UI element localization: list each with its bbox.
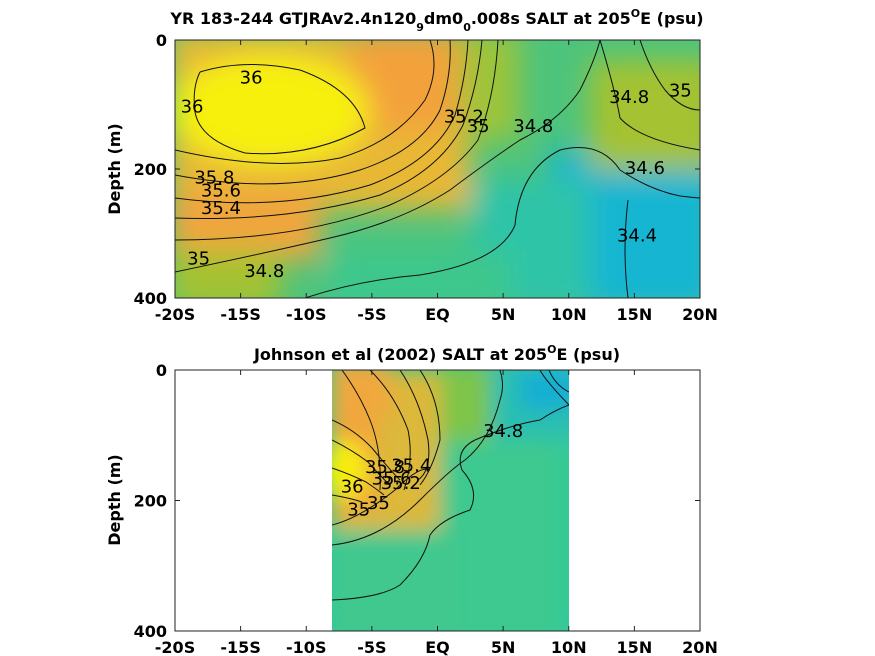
x-tick-label: -20S — [155, 305, 195, 324]
x-tick-label: 20N — [682, 638, 718, 656]
contour-label: 34.6 — [625, 158, 665, 179]
x-tick-label: 10N — [551, 638, 587, 656]
panel1-title: YR 183-244 GTJRAv2.4n1209dm00.008s SALT … — [169, 7, 703, 34]
panel2-y-ticks: 0 200 400 — [134, 361, 700, 641]
contour-label: 34.8 — [483, 421, 523, 442]
contour-label: 35 — [347, 499, 370, 520]
x-tick-label: -15S — [220, 638, 260, 656]
x-tick-label: 15N — [617, 638, 653, 656]
x-tick-label: 20N — [682, 305, 718, 324]
panel2-x-ticks: -20S -15S -10S -5S EQ 5N 10N 15N 20N — [155, 370, 718, 656]
contour-label: 35 — [669, 81, 692, 102]
x-tick-label: -5S — [357, 638, 386, 656]
contour-label: 36 — [341, 476, 364, 497]
panel1-y-ticks: 0 200 400 — [134, 31, 700, 308]
y-tick-label: 200 — [134, 160, 167, 179]
contour-label: 35 — [187, 248, 210, 269]
panel2-salinity-field — [332, 370, 569, 631]
panel2-title: Johnson et al (2002) SALT at 205OE (psu) — [253, 343, 620, 364]
contour-label: 35 — [367, 493, 390, 514]
panel-model: YR 183-244 GTJRAv2.4n1209dm00.008s SALT … — [105, 7, 718, 324]
panel1-y-axis-label: Depth (m) — [105, 123, 124, 215]
x-tick-label: -10S — [286, 305, 326, 324]
x-tick-label: EQ — [425, 305, 450, 324]
contour-label: 35 — [467, 116, 490, 137]
contour-label: 35.2 — [444, 106, 484, 127]
contour-label: 35.4 — [391, 456, 431, 477]
contour-label: 35.6 — [372, 469, 412, 490]
x-tick-label: 5N — [491, 305, 516, 324]
y-tick-label: 400 — [134, 622, 167, 641]
x-tick-label: -10S — [286, 638, 326, 656]
contour-label: 36 — [240, 68, 263, 89]
contour-label: 35.8 — [365, 457, 405, 478]
y-tick-label: 0 — [156, 31, 167, 50]
contour-label: 35.2 — [381, 473, 421, 494]
y-tick-label: 0 — [156, 361, 167, 380]
panel2-y-axis-label: Depth (m) — [105, 454, 124, 546]
x-tick-label: -5S — [357, 305, 386, 324]
x-tick-label: -15S — [220, 305, 260, 324]
x-tick-label: -20S — [155, 638, 195, 656]
x-tick-label: 10N — [551, 305, 587, 324]
contour-label: 34.8 — [513, 116, 553, 137]
contour-label: 34.8 — [244, 261, 284, 282]
panel-observations: Johnson et al (2002) SALT at 205OE (psu) — [105, 343, 718, 656]
x-tick-label: 15N — [617, 305, 653, 324]
contour-label: 35.8 — [194, 168, 234, 189]
y-tick-label: 200 — [134, 492, 167, 511]
y-tick-label: 400 — [134, 289, 167, 308]
panel1-x-ticks: -20S -15S -10S -5S EQ 5N 10N 15N 20N — [155, 40, 718, 324]
contour-label: 35.6 — [201, 181, 241, 202]
contour-label: 34.8 — [609, 87, 649, 108]
x-tick-label: 5N — [491, 638, 516, 656]
x-tick-label: EQ — [425, 638, 450, 656]
contour-label: 34.4 — [617, 226, 657, 247]
panel1-salinity-field — [175, 40, 700, 298]
contour-label: 36 — [181, 97, 204, 118]
contour-label: 35.4 — [201, 198, 241, 219]
